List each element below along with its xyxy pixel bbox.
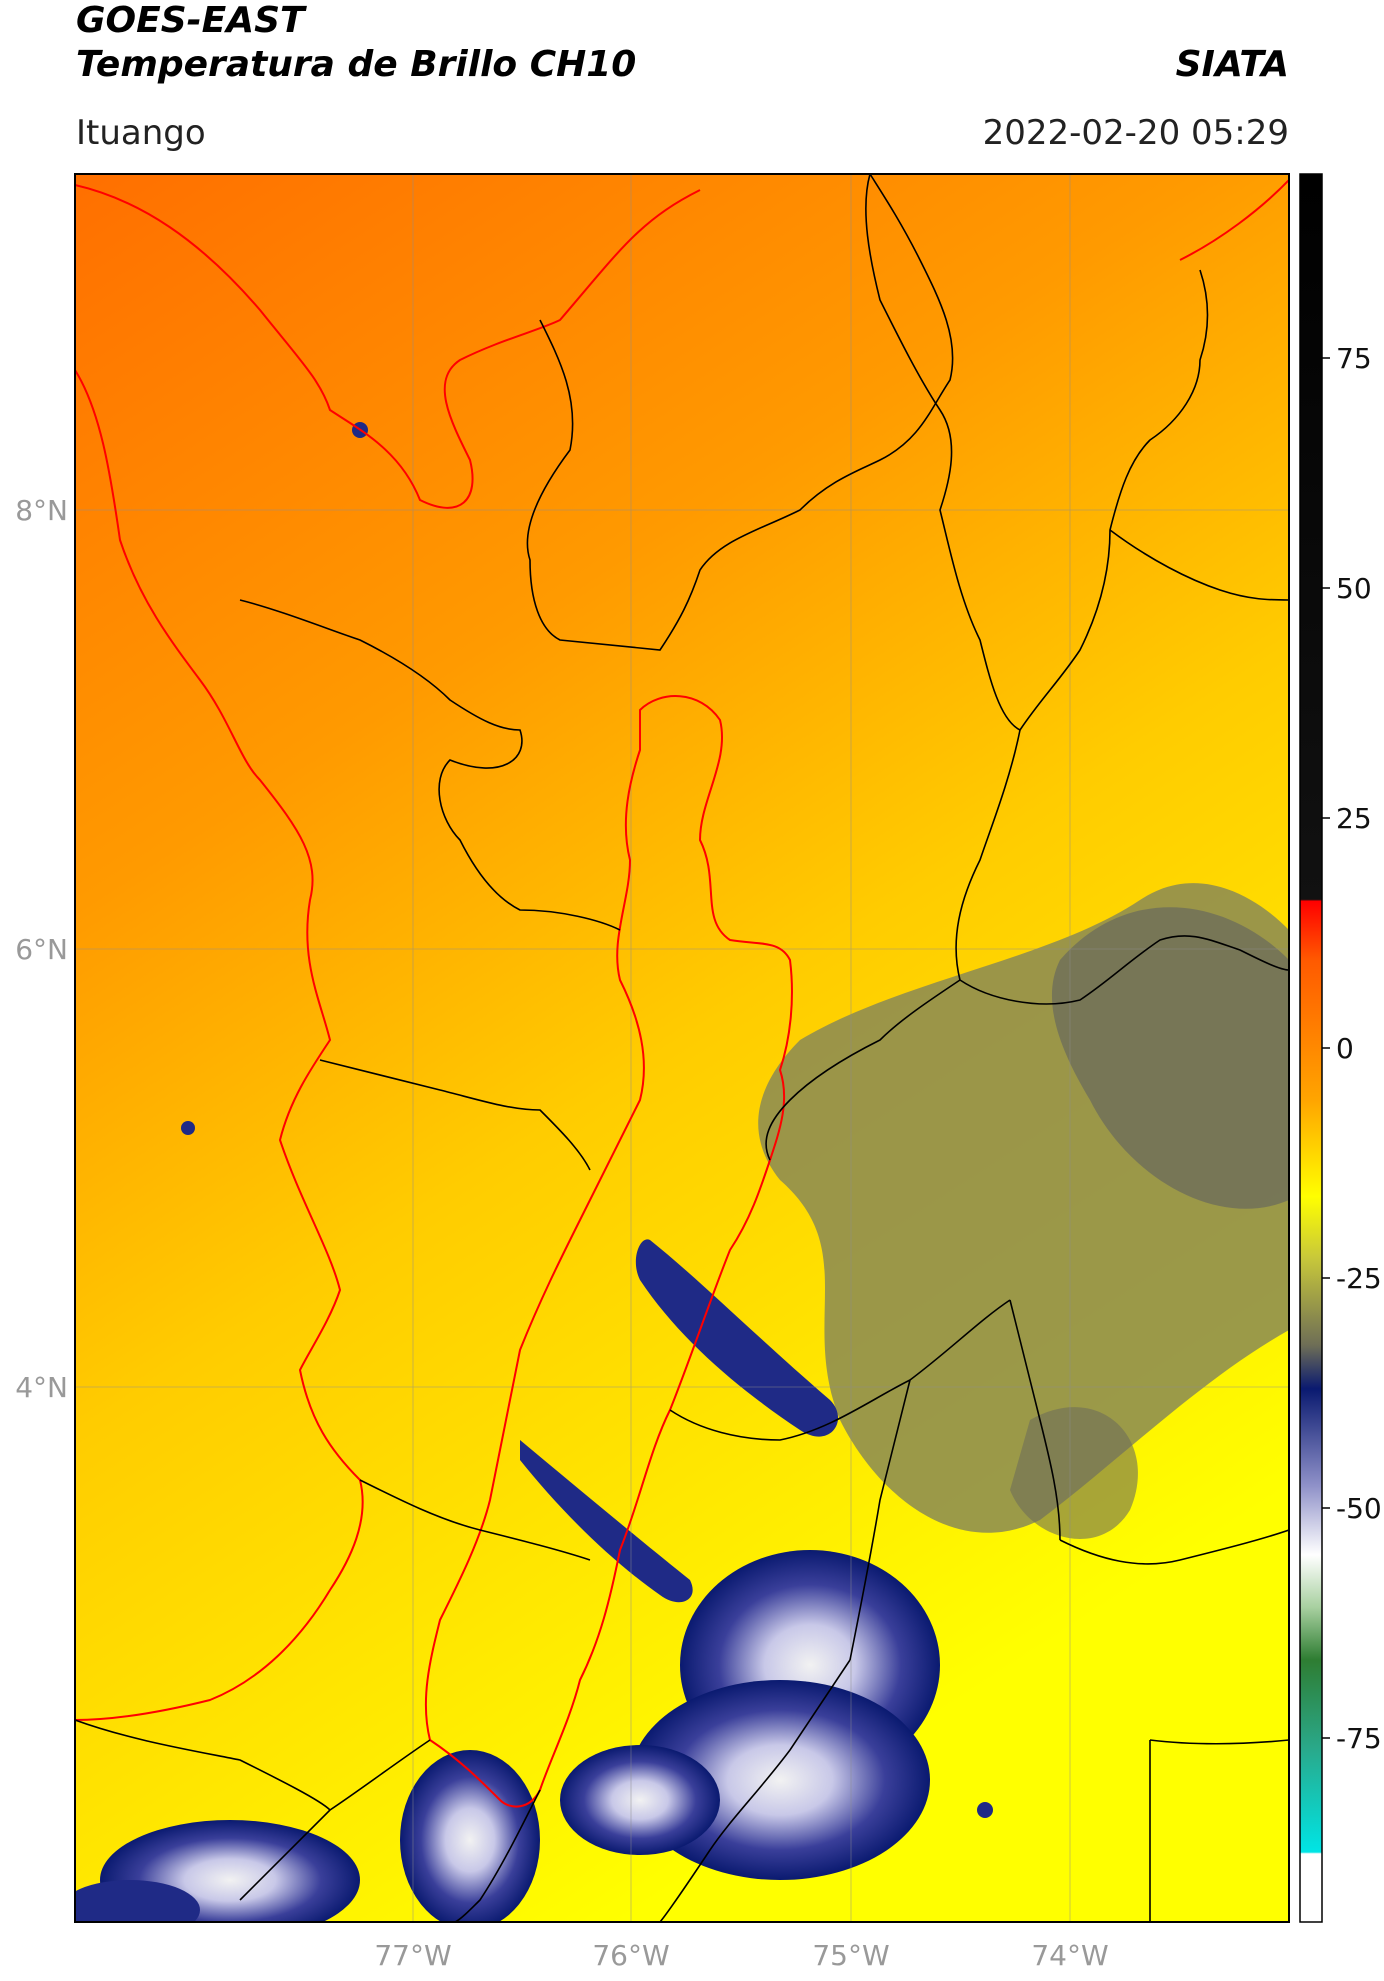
latitude-tick-label: 6°N <box>15 933 68 966</box>
product-title: Temperatura de Brillo CH10 <box>76 44 637 85</box>
brand-label: SIATA <box>1175 44 1289 85</box>
coastline <box>75 179 1289 1721</box>
basin-outline <box>424 695 793 1808</box>
latitude-labels: 8°N 6°N 4°N <box>15 494 68 1404</box>
longitude-tick-label: 77°W <box>374 1939 451 1972</box>
latitude-tick-label: 4°N <box>15 1371 68 1404</box>
graticule <box>75 174 1289 1922</box>
colorbar-tick-label: -75 <box>1336 1722 1382 1755</box>
colorbar-tick-label: 75 <box>1336 342 1372 375</box>
department-boundaries <box>75 174 1289 1922</box>
longitude-tick-label: 74°W <box>1031 1939 1108 1972</box>
colorbar-tick-label: 0 <box>1336 1032 1354 1065</box>
timestamp-label: 2022-02-20 05:29 <box>982 113 1289 153</box>
longitude-tick-label: 75°W <box>812 1939 889 1972</box>
colorbar-tick-label: 50 <box>1336 572 1372 605</box>
longitude-labels: 77°W 76°W 75°W 74°W <box>374 1939 1108 1972</box>
satellite-image <box>75 174 1289 1922</box>
region-label: Ituango <box>76 113 206 153</box>
colorbar-tick-label: -25 <box>1336 1262 1382 1295</box>
latitude-tick-label: 8°N <box>15 494 68 527</box>
satellite-title: GOES-EAST <box>76 0 305 41</box>
colorbar-ticks: 75 50 25 0 -25 -50 -75 <box>1322 342 1382 1755</box>
colorbar-tick-label: 25 <box>1336 802 1372 835</box>
map-frame <box>74 173 1290 1923</box>
colorbar-tick-label: -50 <box>1336 1492 1382 1525</box>
longitude-tick-label: 76°W <box>592 1939 669 1972</box>
colorbar <box>1299 173 1323 1923</box>
